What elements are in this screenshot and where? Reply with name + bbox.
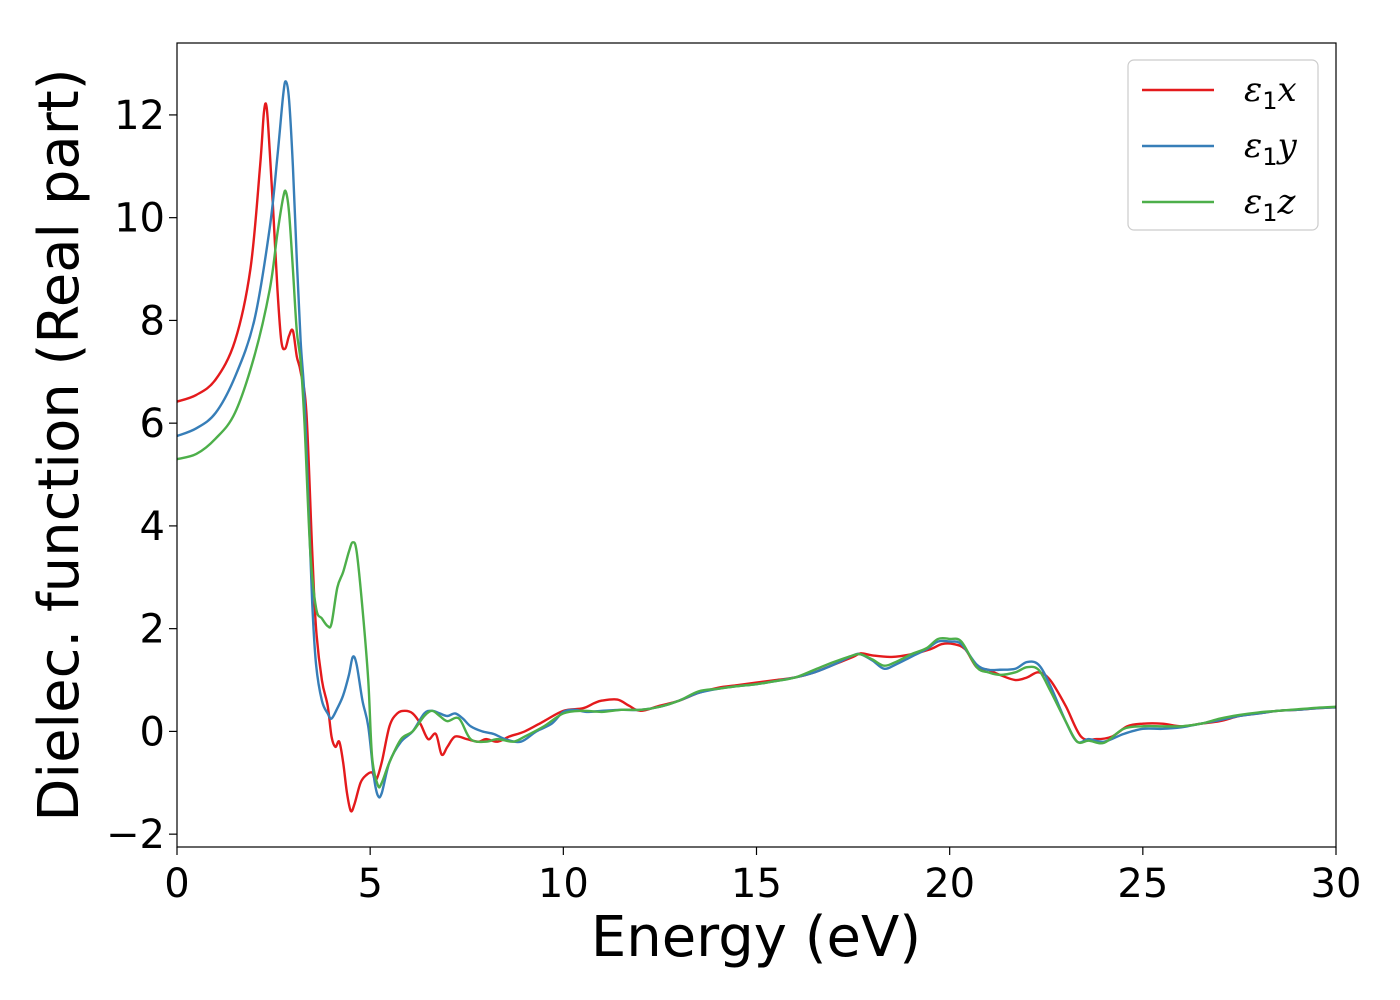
y-tick-label: 2 bbox=[140, 607, 165, 653]
x-tick-label: 30 bbox=[1311, 861, 1362, 907]
x-axis: 0 5 10 15 20 25 30 bbox=[164, 847, 1361, 907]
legend: ε1x ε1y ε1z bbox=[1127, 59, 1319, 231]
series-line-z bbox=[177, 189, 1336, 789]
x-tick-label: 15 bbox=[731, 861, 782, 907]
x-tick-label: 20 bbox=[924, 861, 975, 907]
y-tick-label: 6 bbox=[140, 401, 165, 447]
x-axis-label: Energy (eV) bbox=[591, 905, 921, 970]
x-tick-label: 5 bbox=[357, 861, 382, 907]
y-axis: −2 0 2 4 6 8 10 12 bbox=[106, 93, 177, 858]
y-tick-label: −2 bbox=[106, 812, 165, 858]
series-layer bbox=[177, 80, 1336, 813]
y-tick-label: 8 bbox=[140, 298, 165, 344]
x-tick-label: 25 bbox=[1117, 861, 1168, 907]
y-tick-label: 12 bbox=[114, 93, 165, 139]
legend-label-z: ε1z bbox=[1244, 182, 1297, 227]
y-tick-label: 10 bbox=[114, 196, 165, 242]
x-tick-label: 10 bbox=[538, 861, 589, 907]
legend-box bbox=[1127, 59, 1319, 231]
x-tick-label: 0 bbox=[164, 861, 189, 907]
legend-label-x: ε1x bbox=[1244, 70, 1297, 115]
y-tick-label: 0 bbox=[140, 709, 165, 755]
legend-label-y: ε1y bbox=[1244, 126, 1298, 171]
y-axis-label: Dielec. function (Real part) bbox=[27, 68, 92, 821]
y-tick-label: 4 bbox=[140, 504, 165, 550]
